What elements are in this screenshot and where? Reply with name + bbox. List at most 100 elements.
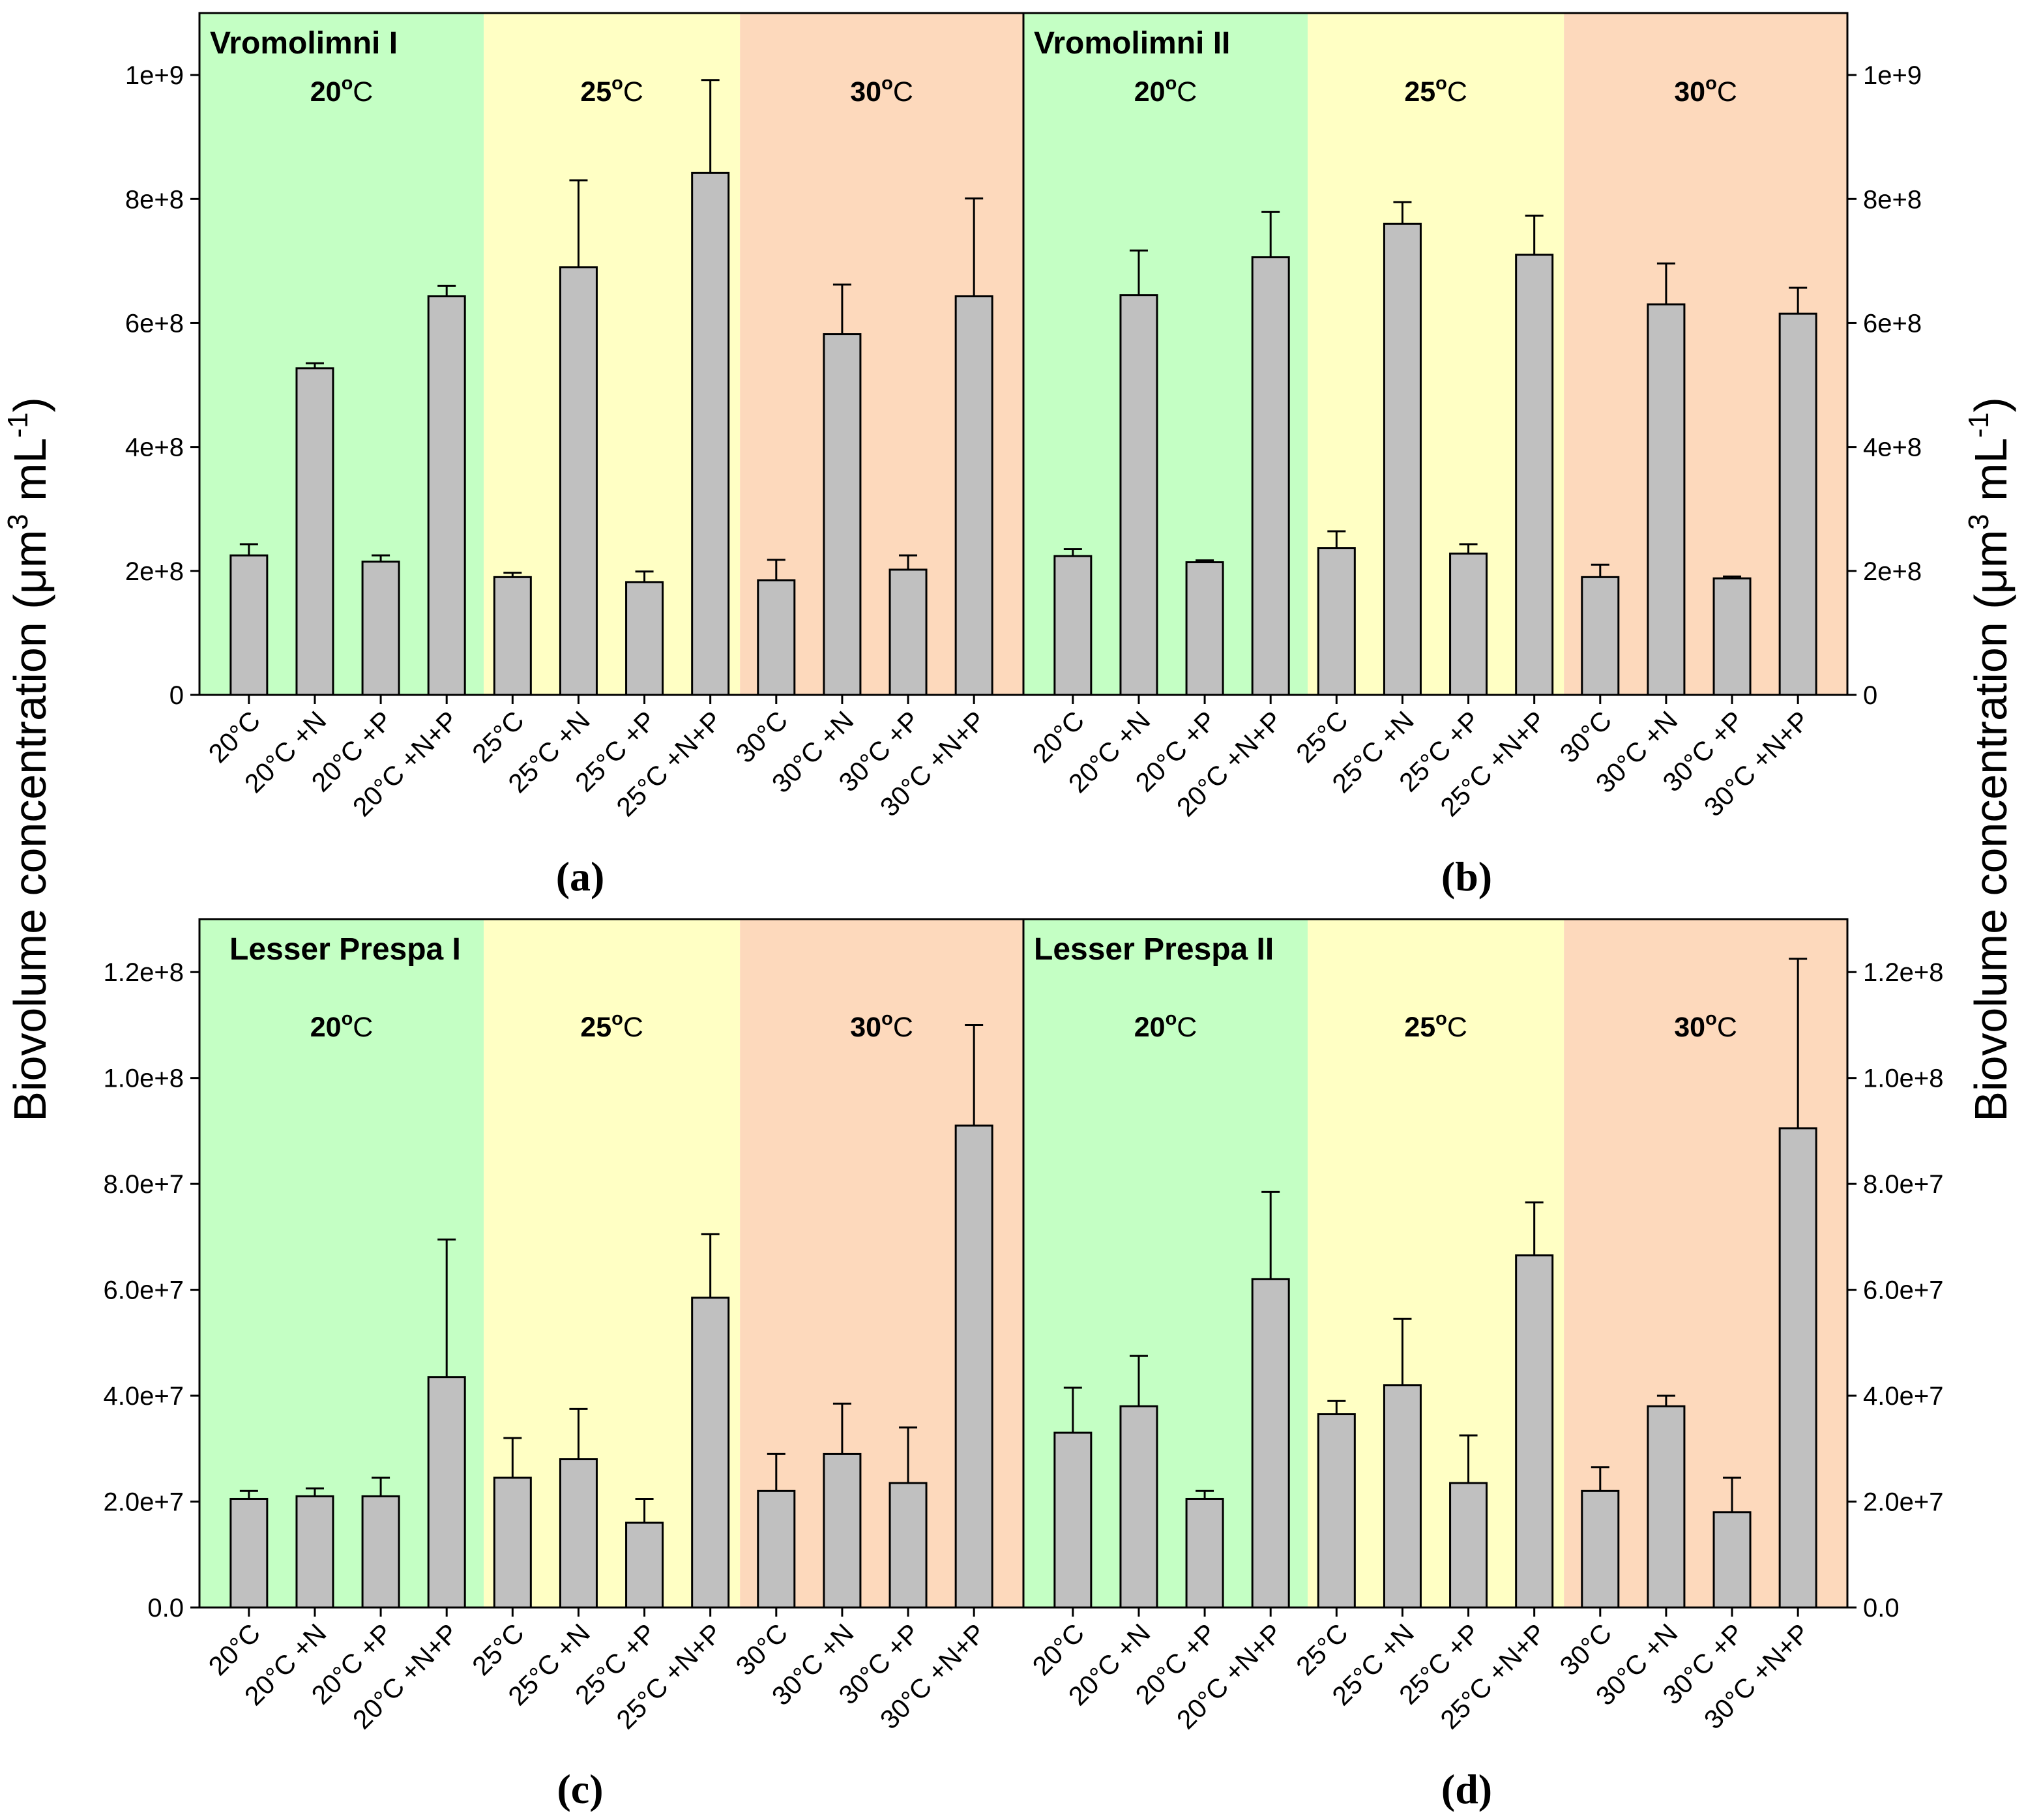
bar <box>1647 303 1686 696</box>
y-tick-label: 1e+9 <box>1863 61 1922 90</box>
panel-label: (a) <box>556 853 605 900</box>
bar <box>1778 1127 1817 1609</box>
site-title: Vromolimni I <box>210 26 398 61</box>
bar <box>823 1452 862 1609</box>
bar <box>1119 294 1158 696</box>
y-tick-label: 1.2e+8 <box>1863 958 1943 987</box>
bar <box>1581 1490 1620 1609</box>
bar <box>1185 561 1224 696</box>
y-tick-label: 4e+8 <box>125 433 184 462</box>
bar <box>1053 555 1093 696</box>
y-tick-label: 2e+8 <box>1863 557 1922 586</box>
bar <box>229 1497 269 1609</box>
bar <box>493 576 532 696</box>
site-title: Vromolimni II <box>1034 26 1230 61</box>
y-tick-label: 4.0e+7 <box>1863 1382 1943 1411</box>
y-tick-label: 1.0e+8 <box>104 1064 184 1093</box>
y-tick-label: 1.2e+8 <box>104 958 184 987</box>
bar <box>1119 1405 1158 1609</box>
y-tick-label: 6.0e+7 <box>104 1276 184 1305</box>
y-tick-label: 6e+8 <box>125 309 184 338</box>
bar <box>559 1458 598 1609</box>
y-axis-title-right: Biovolume concentration (μm3 mL-1) <box>1963 397 2016 1122</box>
site-title: Lesser Prespa I <box>229 932 461 967</box>
bar <box>295 1495 334 1609</box>
bar <box>361 1495 400 1609</box>
panel-label: (b) <box>1441 853 1492 900</box>
bar <box>1515 254 1554 696</box>
temperature-label: 25oC <box>1404 73 1467 108</box>
panel-a: 20°C20°C +N20°C +P20°C +N+P 25°C25°C +N25… <box>125 12 1025 900</box>
y-tick-label: 4.0e+7 <box>104 1382 184 1411</box>
bar <box>1317 1413 1356 1609</box>
bar <box>559 266 598 696</box>
site-title: Lesser Prespa II <box>1034 932 1274 967</box>
panels: 20°C20°C +N20°C +P20°C +N+P 25°C25°C +N25… <box>104 12 1943 1812</box>
temperature-label: 30oC <box>850 1008 913 1043</box>
y-tick-label: 0.0 <box>147 1594 184 1622</box>
y-tick-label: 6e+8 <box>1863 309 1922 338</box>
bar <box>1251 256 1290 696</box>
temperature-label: 30oC <box>850 73 913 108</box>
y-tick-label: 1e+9 <box>125 61 184 90</box>
temperature-label: 25oC <box>580 1008 643 1043</box>
panel-b: 20°C20°C +N20°C +P20°C +N+P 25°C25°C +N25… <box>1022 12 1922 900</box>
bar <box>1712 577 1752 696</box>
y-axis-title-left: Biovolume concentration (μm3 mL-1) <box>2 397 55 1122</box>
bar <box>361 561 400 696</box>
plot-frame <box>1022 12 1849 696</box>
bar <box>1647 1405 1686 1609</box>
temperature-label: 30oC <box>1674 73 1737 108</box>
bar <box>1712 1511 1752 1609</box>
y-tick-label: 2.0e+7 <box>104 1488 184 1517</box>
bar <box>1383 1384 1422 1609</box>
y-tick-label: 1.0e+8 <box>1863 1064 1943 1093</box>
y-tick-label: 2.0e+7 <box>1863 1488 1943 1517</box>
bar <box>757 1490 796 1609</box>
bar <box>427 1376 466 1609</box>
bar <box>1778 312 1817 696</box>
panel-d: 20°C20°C +N20°C +P20°C +N+P 25°C25°C +N25… <box>1022 918 1943 1812</box>
bar <box>625 581 664 696</box>
panel-label: (d) <box>1441 1766 1492 1812</box>
bar <box>1383 222 1422 696</box>
bar <box>295 367 334 696</box>
temperature-label: 25oC <box>580 73 643 108</box>
bar <box>229 554 269 696</box>
y-tick-label: 8.0e+7 <box>104 1170 184 1199</box>
bar <box>954 1124 993 1609</box>
temperature-label: 20oC <box>310 1008 374 1043</box>
bar <box>1449 552 1488 696</box>
temperature-label: 20oC <box>1134 1008 1197 1043</box>
bar <box>427 295 466 696</box>
bar <box>1185 1497 1224 1609</box>
bar <box>625 1521 664 1609</box>
bar <box>1515 1254 1554 1609</box>
temperature-label: 20oC <box>1134 73 1197 108</box>
y-tick-label: 0 <box>1863 681 1877 710</box>
bar <box>823 333 862 696</box>
y-tick-label: 4e+8 <box>1863 433 1922 462</box>
y-tick-label: 8.0e+7 <box>1863 1170 1943 1199</box>
plot-frame <box>1022 918 1849 1609</box>
bar <box>493 1476 532 1609</box>
bar <box>888 568 928 696</box>
y-tick-label: 0.0 <box>1863 1594 1900 1622</box>
bar <box>1449 1482 1488 1609</box>
bar <box>691 1297 730 1609</box>
y-tick-label: 2e+8 <box>125 557 184 586</box>
y-tick-label: 6.0e+7 <box>1863 1276 1943 1305</box>
bar <box>1251 1278 1290 1609</box>
bar <box>691 171 730 696</box>
bar <box>888 1482 928 1609</box>
y-tick-label: 8e+8 <box>1863 185 1922 214</box>
temperature-label: 25oC <box>1404 1008 1467 1043</box>
panel-label: (c) <box>557 1766 603 1812</box>
temperature-label: 30oC <box>1674 1008 1737 1043</box>
bar <box>1581 576 1620 696</box>
bar <box>1317 547 1356 696</box>
y-tick-label: 0 <box>169 681 184 710</box>
panel-c: 20°C20°C +N20°C +P20°C +N+P 25°C25°C +N25… <box>104 918 1025 1812</box>
y-tick-label: 8e+8 <box>125 185 184 214</box>
